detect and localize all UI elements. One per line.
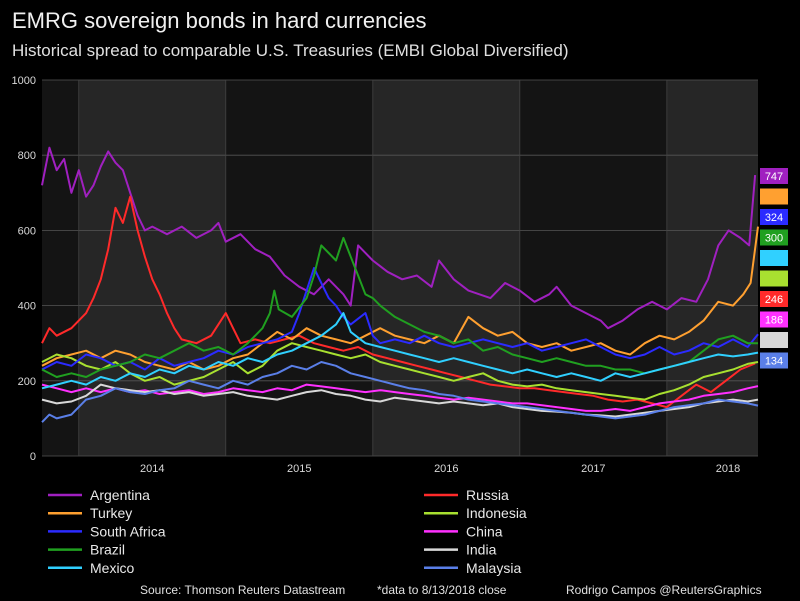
x-tick-label: 2018 (716, 463, 740, 475)
end-value-badge (760, 352, 788, 369)
end-value-label: 134 (765, 356, 783, 368)
series-line-russia (41, 195, 756, 409)
source-note: Source: Thomson Reuters Datastream (140, 583, 345, 597)
x-tick-label: 2017 (581, 463, 605, 475)
legend-item-china: China (466, 523, 503, 539)
y-tick-label: 200 (18, 376, 36, 388)
legend-item-brazil: Brazil (90, 542, 125, 558)
end-value-badge (760, 168, 788, 184)
legend-item-south-africa: South Africa (90, 523, 166, 539)
x-tick-label: 2014 (140, 463, 164, 475)
x-tick-label: 2016 (434, 463, 458, 475)
series-line-turkey (41, 226, 759, 371)
y-tick-label: 0 (30, 451, 36, 463)
legend-item-indonesia: Indonesia (466, 505, 527, 521)
legend-item-turkey: Turkey (90, 505, 132, 521)
series-line-south-africa (41, 267, 759, 371)
year-band (78, 80, 226, 456)
end-value-label: 747 (765, 171, 783, 183)
end-value-badge (760, 270, 788, 287)
x-tick-label: 2015 (287, 463, 311, 475)
y-tick-label: 800 (18, 150, 36, 162)
series-line-malaysia (41, 361, 759, 423)
series-line-indonesia (41, 342, 759, 401)
end-value-label: 186 (765, 315, 783, 327)
legend-item-malaysia: Malaysia (466, 560, 521, 576)
y-tick-label: 1000 (12, 75, 36, 87)
plot-area: 0 200 400 600 800 1000 2014 2015 2016 2017 2018 747… (12, 75, 788, 475)
end-value-badge (760, 229, 788, 246)
legend-item-mexico: Mexico (90, 560, 135, 576)
end-value-label: 324 (765, 212, 783, 224)
series-line-brazil (41, 236, 758, 378)
credit-note: Rodrigo Campos @ReutersGraphics (566, 583, 762, 597)
end-value-badge (760, 332, 788, 348)
end-value-label: 300 (765, 233, 783, 245)
data-date-note: *data to 8/13/2018 close (377, 583, 507, 597)
chart-title: EMRG sovereign bonds in hard currencies (12, 8, 427, 33)
end-value-badge (760, 209, 788, 225)
end-value-badge (760, 250, 788, 266)
end-value-badge (760, 311, 788, 328)
series-line-mexico (41, 312, 759, 390)
legend: Argentina Russia Turkey Indonesia South Afri… (48, 487, 527, 576)
series-line-china (41, 383, 759, 412)
end-value-badge (760, 188, 788, 205)
legend-item-russia: Russia (466, 487, 509, 503)
y-tick-label: 400 (18, 301, 36, 313)
legend-item-argentina: Argentina (90, 487, 150, 503)
end-value-label: 246 (765, 294, 783, 306)
end-value-badge (760, 291, 788, 307)
chart-subtitle: Historical spread to comparable U.S. Tre… (12, 41, 568, 60)
series-line-argentina (41, 146, 757, 330)
legend-item-india: India (466, 542, 497, 558)
y-tick-label: 600 (18, 225, 36, 237)
